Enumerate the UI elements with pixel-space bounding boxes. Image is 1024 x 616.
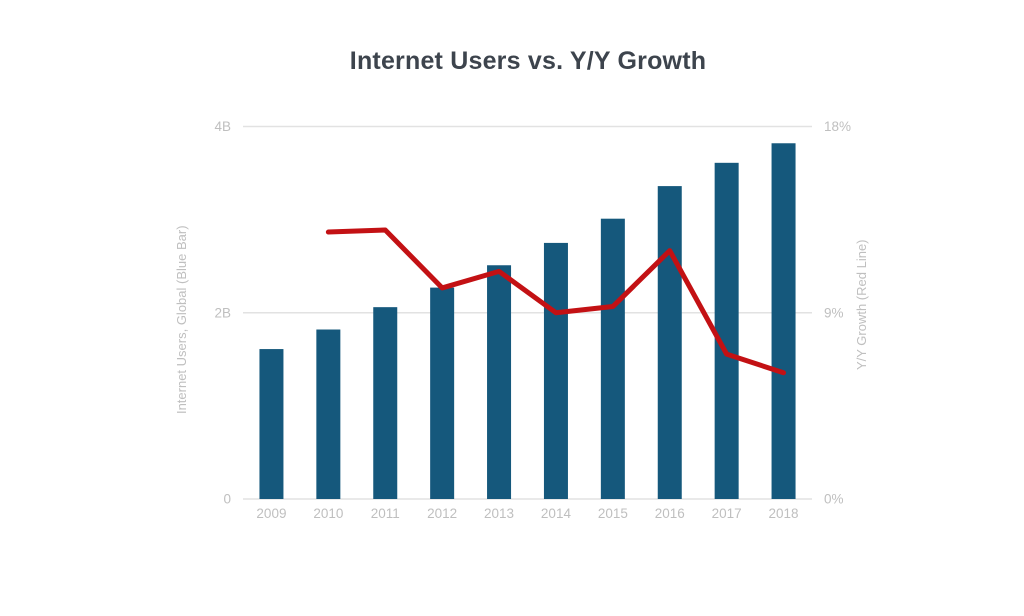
bar-2018 [771, 143, 796, 499]
x-label-2015: 2015 [598, 506, 628, 521]
y-left-tick-2B: 2B [214, 305, 231, 320]
bar-2013 [487, 265, 512, 499]
y-right-tick-18%: 18% [824, 119, 851, 134]
bar-2011 [373, 307, 398, 499]
x-label-2016: 2016 [655, 506, 685, 521]
y-left-tick-0: 0 [223, 492, 231, 507]
x-label-2009: 2009 [256, 506, 286, 521]
bar-2012 [430, 287, 455, 499]
bar-2009 [259, 349, 284, 499]
x-label-2014: 2014 [541, 506, 572, 521]
bar-2010 [316, 329, 341, 499]
x-label-2012: 2012 [427, 506, 457, 521]
y-right-tick-0%: 0% [824, 492, 844, 507]
bar-2017 [714, 162, 739, 499]
x-label-2010: 2010 [313, 506, 343, 521]
bar-2015 [600, 218, 625, 499]
y-right-tick-9%: 9% [824, 305, 844, 320]
x-label-2013: 2013 [484, 506, 514, 521]
y-right-axis-title: Y/Y Growth (Red Line) [854, 239, 869, 370]
bar-2016 [657, 186, 682, 499]
x-label-2017: 2017 [712, 506, 742, 521]
y-left-axis-title: Internet Users, Global (Blue Bar) [174, 225, 189, 414]
bar-2014 [543, 242, 568, 499]
chart-title: Internet Users vs. Y/Y Growth [349, 47, 707, 75]
growth-line [325, 227, 787, 376]
x-label-2011: 2011 [371, 506, 400, 521]
y-left-tick-4B: 4B [214, 119, 231, 134]
x-label-2018: 2018 [769, 506, 799, 521]
